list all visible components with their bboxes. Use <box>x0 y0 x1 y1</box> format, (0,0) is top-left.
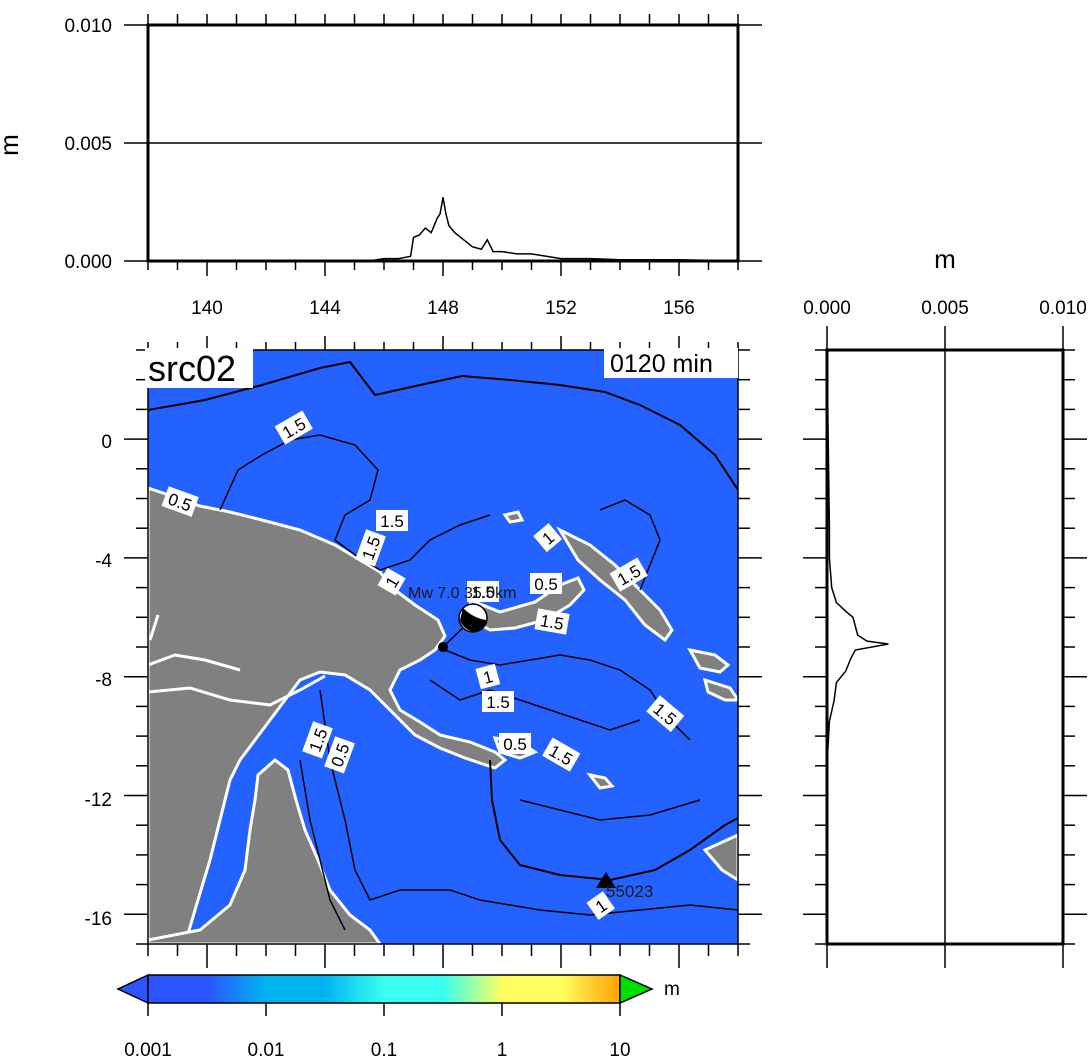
contour-line <box>429 679 641 731</box>
colorbar-segment <box>443 975 503 1003</box>
contour-label: 1 <box>533 523 563 553</box>
contour-line <box>599 499 661 591</box>
land-australia <box>148 758 382 944</box>
top-x-tick-label: 156 <box>663 298 695 319</box>
map-tick-marks <box>124 336 762 968</box>
top-x-tick-label: 152 <box>545 298 577 319</box>
land-island-small <box>502 510 525 524</box>
land-island-small <box>586 772 615 790</box>
colorbar-segment <box>561 975 621 1003</box>
colorbar-segments <box>116 973 654 1016</box>
source-label: Mw 7.0 35.0km <box>408 585 516 602</box>
colorbar-tick-label: 10 <box>609 1040 630 1061</box>
side-x-tick-label: 0.010 <box>1039 298 1087 319</box>
colorbar-segment <box>207 975 267 1003</box>
side-x-tick-label: 0.005 <box>921 298 969 319</box>
contour-label: 1 <box>475 663 501 690</box>
svg-text:1.5: 1.5 <box>486 693 510 712</box>
station-triangle-icon <box>596 872 616 888</box>
map-time-label: 0120 min <box>610 350 713 378</box>
top-y-tick-label: 0.010 <box>64 16 112 37</box>
colorbar-high-arrow <box>619 973 654 1005</box>
svg-text:1.5: 1.5 <box>380 512 404 531</box>
colorbar-segment <box>384 975 444 1003</box>
colorbar-tick-label: 0.001 <box>124 1040 172 1061</box>
map-y-tick-label: -16 <box>85 909 112 930</box>
contour-line-white <box>148 653 241 672</box>
top-x-tick-marks <box>147 14 739 276</box>
contour-label: 0.5 <box>530 573 562 594</box>
svg-text:0.5: 0.5 <box>534 575 558 594</box>
land-vanuatu <box>702 833 738 882</box>
contour-line <box>519 799 701 821</box>
top-x-tick-label: 148 <box>427 298 459 319</box>
contour-line-white <box>148 674 326 707</box>
map-y-tick-label: 0 <box>101 432 112 453</box>
top-y-tick-marks <box>124 24 762 262</box>
side-x-tick-label: 0.000 <box>803 298 851 319</box>
map-y-tick-label: -8 <box>95 670 112 691</box>
contour-label: 1 <box>377 567 406 596</box>
colorbar-segment <box>266 975 326 1003</box>
land-new-ireland <box>556 526 674 643</box>
side-series-line <box>826 349 889 944</box>
map-y-tick-label: -12 <box>85 790 112 811</box>
contour-label: 1.5 <box>534 608 570 635</box>
contour-label: 1.5 <box>376 510 408 531</box>
colorbar-segment <box>502 975 562 1003</box>
top-panel: m 0.010 0.005 0.000 140 144 148 152 156 <box>0 14 762 319</box>
top-axes-frame <box>146 23 740 263</box>
contour-label: 1.5 <box>482 691 514 712</box>
top-y-tick-label: 0.005 <box>64 134 112 155</box>
map-y-tick-label: -4 <box>95 551 112 572</box>
map-panel: 0 -4 -8 -12 -16 src02 0120 min 1.5 0.5 1… <box>85 336 762 968</box>
side-tick-marks <box>803 326 1087 968</box>
contour-line <box>219 434 491 571</box>
contour-label: 1 <box>586 891 615 920</box>
side-x-unit: m <box>934 244 956 274</box>
colorbar: m 0.001 0.01 0.1 1 10 <box>116 973 680 1061</box>
side-panel: m 0.000 0.005 0.010 <box>803 244 1087 968</box>
top-x-tick-label: 144 <box>309 298 341 319</box>
svg-text:0.5: 0.5 <box>503 735 527 754</box>
top-series-line <box>148 197 739 262</box>
map-title: src02 <box>148 348 236 389</box>
contour-line <box>489 759 738 882</box>
station-label: 55023 <box>606 882 653 901</box>
colorbar-unit: m <box>664 979 680 1000</box>
svg-text:1.5: 1.5 <box>471 583 495 602</box>
contour-line <box>148 360 738 491</box>
contour-label: 0.5 <box>499 733 531 754</box>
contour-line <box>299 759 346 931</box>
contour-line <box>319 689 738 916</box>
land-solomon <box>702 677 738 702</box>
colorbar-segment <box>148 975 208 1003</box>
svg-text:1.5: 1.5 <box>539 611 566 634</box>
side-axes-frame <box>825 348 1065 946</box>
colorbar-tick-label: 1 <box>497 1040 508 1061</box>
top-y-unit: m <box>0 134 24 156</box>
land-bougainville <box>687 647 731 674</box>
top-y-tick-label: 0.000 <box>64 252 112 273</box>
colorbar-tick-label: 0.01 <box>248 1040 285 1061</box>
colorbar-low-arrow <box>116 973 149 1005</box>
beachball-icon <box>458 603 488 633</box>
top-x-tick-label: 140 <box>191 298 223 319</box>
colorbar-segment <box>325 975 385 1003</box>
colorbar-tick-label: 0.1 <box>371 1040 397 1061</box>
contour-label: 1.5 <box>467 581 499 602</box>
epicenter-marker <box>438 642 448 652</box>
contour-line-white <box>148 614 160 641</box>
contour-label: 0.5 <box>161 486 199 517</box>
